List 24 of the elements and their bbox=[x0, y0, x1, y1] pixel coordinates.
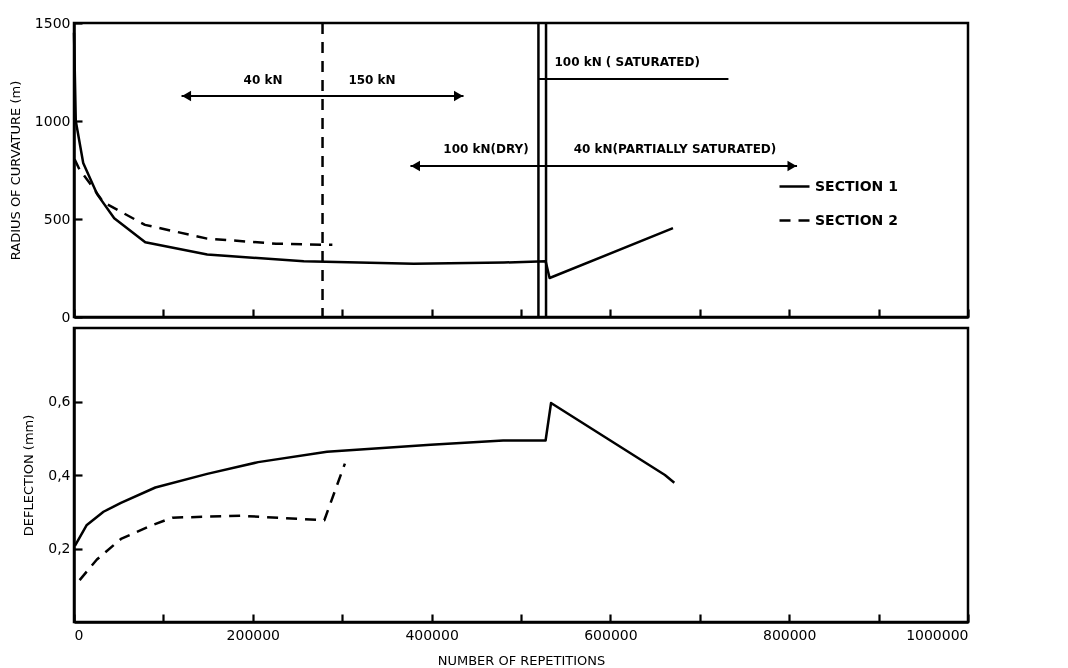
legend-label: SECTION 1 bbox=[815, 177, 898, 194]
y-tick-label: 1000 bbox=[34, 112, 71, 129]
y-axis-title: RADIUS OF CURVATURE (m) bbox=[7, 80, 23, 261]
x-axis-title: NUMBER OF REPETITIONS bbox=[437, 652, 606, 668]
x-tick-label: 1000000 bbox=[906, 626, 969, 643]
annotation: 150 kN bbox=[348, 73, 396, 87]
y-tick-label: 500 bbox=[43, 210, 71, 227]
x-tick-label: 0 bbox=[74, 626, 84, 643]
x-tick-label: 600000 bbox=[584, 626, 638, 643]
annotation: 100 kN(DRY) bbox=[443, 142, 529, 156]
annotation: 100 kN ( SATURATED) bbox=[554, 55, 700, 70]
y-axis-title: DEFLECTION (mm) bbox=[21, 414, 37, 537]
y-tick-label: 0,4 bbox=[48, 466, 71, 483]
y-tick-label: 1500 bbox=[34, 14, 71, 31]
x-tick-label: 400000 bbox=[405, 626, 459, 643]
y-tick-label: 0,6 bbox=[48, 393, 71, 409]
y-tick-label: 0,2 bbox=[48, 540, 71, 556]
line-series bbox=[78, 462, 347, 582]
x-tick-label: 200000 bbox=[226, 626, 281, 643]
annotation: 40 kN(PARTIALLY SATURATED) bbox=[573, 142, 777, 156]
y-tick-label: 0 bbox=[61, 308, 71, 325]
x-tick-label: 800000 bbox=[762, 626, 817, 643]
annotation: 40 kN bbox=[243, 73, 283, 87]
legend-label: SECTION 2 bbox=[815, 211, 898, 228]
